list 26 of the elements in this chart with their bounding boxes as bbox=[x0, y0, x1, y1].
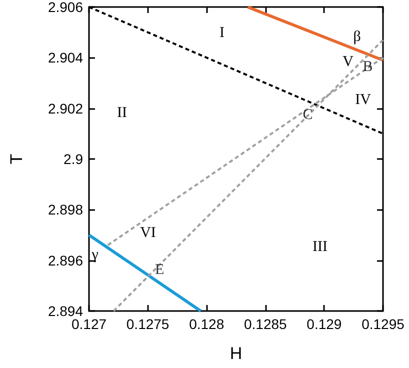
y-tick-label: 2.9 bbox=[64, 151, 84, 167]
y-tick-label: 2.894 bbox=[48, 303, 84, 319]
annotation: E bbox=[154, 262, 164, 278]
x-tick-label: 0.127 bbox=[71, 316, 107, 332]
y-tick-label: 2.904 bbox=[48, 50, 84, 66]
annotation: B bbox=[362, 59, 373, 76]
annotation: II bbox=[117, 105, 127, 121]
y-tick-label: 2.898 bbox=[48, 202, 84, 218]
x-tick-label: 0.129 bbox=[306, 316, 342, 332]
x-tick-label: 0.1285 bbox=[244, 316, 288, 332]
x-tick-label: 0.1295 bbox=[362, 316, 405, 332]
y-tick-label: 2.902 bbox=[48, 100, 84, 116]
annotation: V bbox=[342, 54, 354, 70]
y-tick-label: 2.906 bbox=[48, 0, 84, 15]
x-tick-label: 0.128 bbox=[189, 316, 224, 332]
y-tick-label: 2.896 bbox=[48, 252, 84, 268]
x-tick-label: 0.1275 bbox=[126, 316, 170, 332]
annotation: VI bbox=[140, 225, 156, 241]
y-axis-title: T bbox=[7, 154, 26, 164]
annotation: III bbox=[312, 239, 328, 255]
annotation: I bbox=[220, 25, 224, 41]
annotation: IV bbox=[355, 92, 372, 108]
x-axis-title: H bbox=[230, 344, 242, 363]
annotation: γ bbox=[90, 247, 99, 263]
annotation: C bbox=[302, 106, 313, 123]
annotation: β bbox=[353, 29, 361, 45]
